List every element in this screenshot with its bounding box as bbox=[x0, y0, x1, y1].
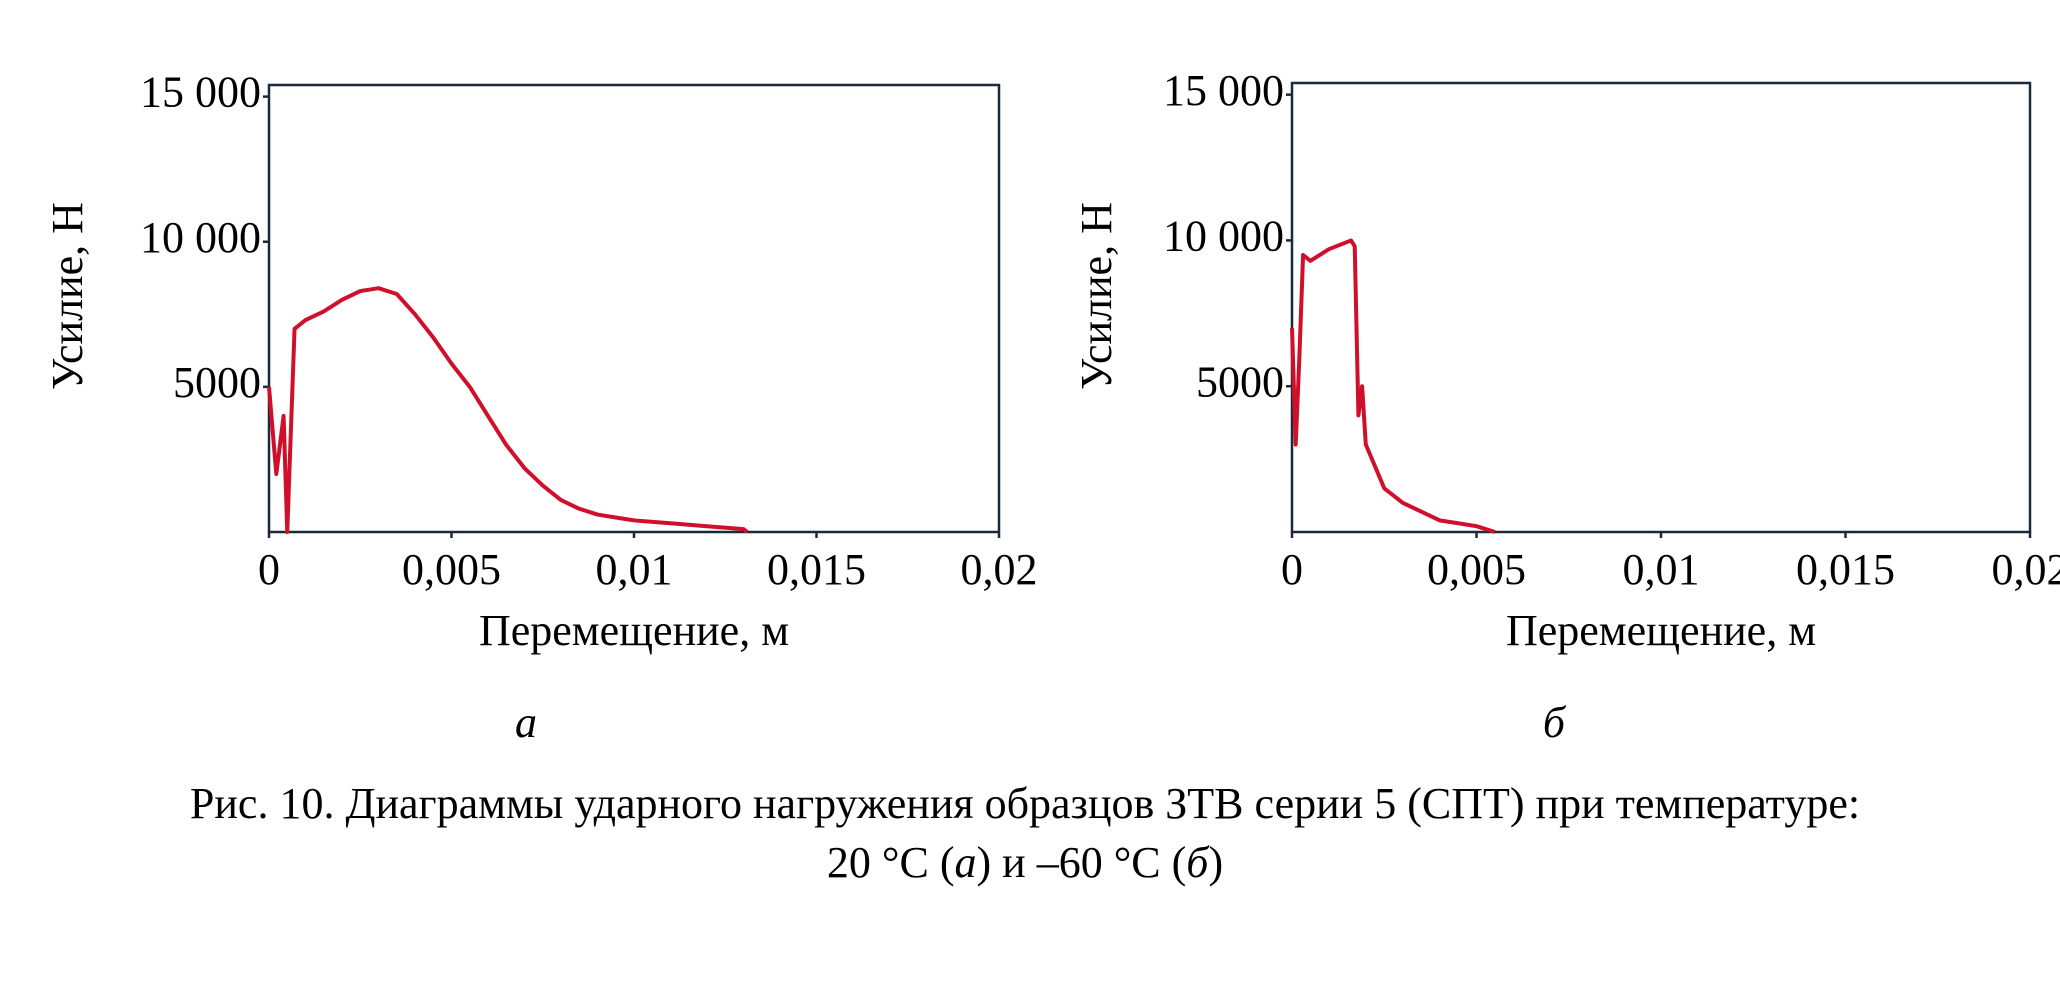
y-tick-label: 10 000 bbox=[140, 213, 261, 262]
data-line bbox=[267, 286, 749, 534]
x-axis-label: Перемещение, м bbox=[1506, 606, 1816, 655]
y-axis-label: Усилие, Н bbox=[43, 202, 92, 390]
panel-label: а bbox=[515, 698, 537, 747]
x-tick-label: 0,015 bbox=[767, 545, 866, 594]
plot-frame bbox=[1290, 81, 2032, 534]
x-tick-label: 0 bbox=[258, 545, 280, 594]
x-tick-label: 0,005 bbox=[1427, 545, 1526, 594]
y-axis-label: Усилие, Н bbox=[1072, 202, 1121, 390]
caption-part: ) и –60 °C ( bbox=[977, 838, 1187, 887]
x-tick-label: 0,015 bbox=[1796, 545, 1895, 594]
x-tick-label: 0,02 bbox=[961, 545, 1038, 594]
caption: 20 °C (а) и –60 °C (б) bbox=[827, 838, 1223, 887]
caption-part: ) bbox=[1208, 838, 1223, 887]
panel-label: б bbox=[1543, 698, 1567, 747]
x-tick-label: 0 bbox=[1281, 545, 1303, 594]
y-tick-label: 5000 bbox=[173, 358, 261, 407]
y-tick-label: 15 000 bbox=[1163, 66, 1284, 115]
caption-part: б bbox=[1186, 838, 1210, 887]
y-tick-label: 10 000 bbox=[1163, 212, 1284, 261]
caption-part: а bbox=[955, 838, 977, 887]
x-axis-label: Перемещение, м bbox=[479, 606, 789, 655]
x-tick-label: 0,02 bbox=[1992, 545, 2060, 594]
plot-frame bbox=[267, 83, 1001, 534]
x-tick-label: 0,01 bbox=[1623, 545, 1700, 594]
x-tick-label: 0,01 bbox=[596, 545, 673, 594]
x-tick-label: 0,005 bbox=[402, 545, 501, 594]
caption-part: 20 °C ( bbox=[827, 838, 955, 887]
caption: Рис. 10. Диаграммы ударного нагружения о… bbox=[190, 779, 1860, 828]
y-tick-label: 5000 bbox=[1196, 357, 1284, 406]
y-tick-label: 15 000 bbox=[140, 68, 261, 117]
data-line bbox=[1290, 238, 1496, 534]
